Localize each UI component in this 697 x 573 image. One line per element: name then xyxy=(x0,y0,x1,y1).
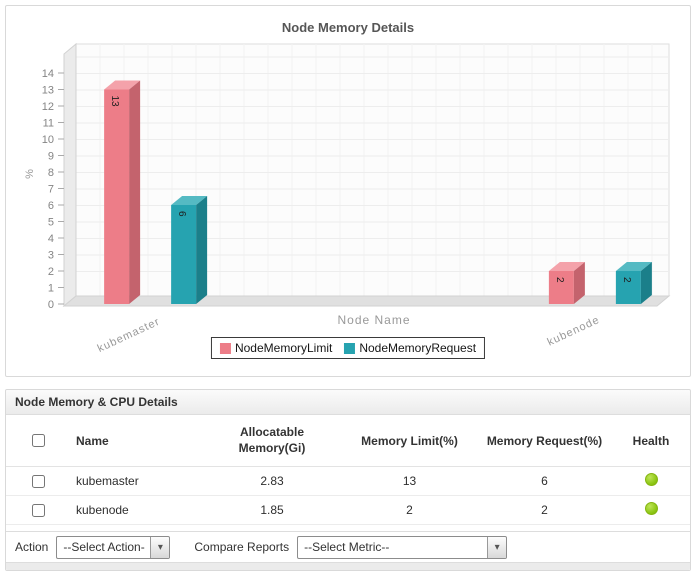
svg-text:12: 12 xyxy=(42,101,54,113)
bar-NodeMemoryRequest-kubenode xyxy=(615,271,641,304)
svg-text:0: 0 xyxy=(48,299,54,311)
action-bar: Action --Select Action-- ▾ Compare Repor… xyxy=(6,531,690,562)
memory-limit-value: 13 xyxy=(402,474,417,488)
compare-metric-select-wrap: --Select Metric-- ▾ xyxy=(297,535,508,559)
svg-text:6: 6 xyxy=(48,200,54,212)
svg-text:13: 13 xyxy=(109,96,120,108)
legend-label: NodeMemoryRequest xyxy=(359,341,477,355)
action-select-wrap: --Select Action-- ▾ xyxy=(56,535,171,559)
svg-text:3: 3 xyxy=(48,250,54,262)
column-header-memory-request: Memory Request(%) xyxy=(486,433,603,448)
memory-request-value: 6 xyxy=(541,474,548,488)
svg-text:8: 8 xyxy=(48,167,54,179)
node-memory-chart-panel: Node Memory Details 0 1 2 3 4 5 6 7 8 9 10 11 12 13 14… xyxy=(5,5,691,377)
svg-text:%: % xyxy=(24,169,36,179)
legend-swatch xyxy=(344,342,356,354)
table-row-kubenode: kubenode 1.85 2 2 xyxy=(6,496,690,525)
health-status-dot xyxy=(644,473,658,486)
compare-reports-label: Compare Reports xyxy=(194,540,290,554)
action-select[interactable]: --Select Action-- xyxy=(56,535,171,559)
health-status-dot xyxy=(644,502,658,515)
table-header-row: Name Allocatable Memory(Gi) Memory Limit… xyxy=(6,415,690,467)
table-row-kubemaster: kubemaster 2.83 13 6 xyxy=(6,467,690,496)
svg-text:2: 2 xyxy=(554,277,565,283)
svg-text:5: 5 xyxy=(48,217,54,229)
memory-limit-value: 2 xyxy=(406,503,413,517)
chart-title: Node Memory Details xyxy=(281,20,415,35)
select-all-checkbox[interactable] xyxy=(31,434,45,447)
footer-strip xyxy=(6,562,690,570)
chart-legend: NodeMemoryLimit NodeMemoryRequest xyxy=(210,337,486,359)
row-checkbox[interactable] xyxy=(31,474,45,488)
legend-item-NodeMemoryRequest: NodeMemoryRequest xyxy=(344,341,476,355)
svg-text:11: 11 xyxy=(43,118,54,130)
legend-label: NodeMemoryLimit xyxy=(234,341,333,355)
bar-NodeMemoryLimit-kubemaster xyxy=(104,89,130,304)
node-memory-cpu-table-panel: Node Memory & CPU Details Name Allocatab… xyxy=(5,389,691,571)
action-label: Action xyxy=(15,540,49,554)
allocatable-memory-value: 2.83 xyxy=(260,474,284,488)
svg-text:6: 6 xyxy=(176,211,187,217)
svg-text:kubemaster: kubemaster xyxy=(96,316,162,355)
bar-NodeMemoryRequest-kubemaster xyxy=(171,205,197,304)
svg-text:2: 2 xyxy=(621,277,632,283)
compare-metric-select[interactable]: --Select Metric-- xyxy=(297,535,508,559)
svg-text:2: 2 xyxy=(48,266,54,278)
node-name[interactable]: kubemaster xyxy=(76,474,139,488)
allocatable-memory-value: 1.85 xyxy=(260,503,284,517)
svg-text:9: 9 xyxy=(48,151,54,163)
svg-text:13: 13 xyxy=(42,85,54,97)
column-header-memory-limit: Memory Limit(%) xyxy=(361,433,458,448)
legend-item-NodeMemoryLimit: NodeMemoryLimit xyxy=(219,341,333,355)
svg-text:kubenode: kubenode xyxy=(546,314,602,349)
row-checkbox[interactable] xyxy=(31,503,45,517)
svg-text:4: 4 xyxy=(48,233,54,245)
svg-text:Node Name: Node Name xyxy=(337,313,410,327)
bar-NodeMemoryLimit-kubenode xyxy=(548,271,574,304)
column-header-name: Name xyxy=(76,433,109,448)
memory-request-value: 2 xyxy=(541,503,548,517)
legend-swatch xyxy=(219,342,231,354)
svg-text:7: 7 xyxy=(48,184,54,196)
node-name[interactable]: kubenode xyxy=(76,503,129,517)
table-title: Node Memory & CPU Details xyxy=(6,390,690,415)
column-header-health: Health xyxy=(632,433,670,448)
svg-text:10: 10 xyxy=(42,134,54,146)
column-header-allocatable-memory: Allocatable Memory(Gi) xyxy=(238,424,306,455)
svg-text:14: 14 xyxy=(42,68,54,80)
svg-text:1: 1 xyxy=(48,283,54,295)
